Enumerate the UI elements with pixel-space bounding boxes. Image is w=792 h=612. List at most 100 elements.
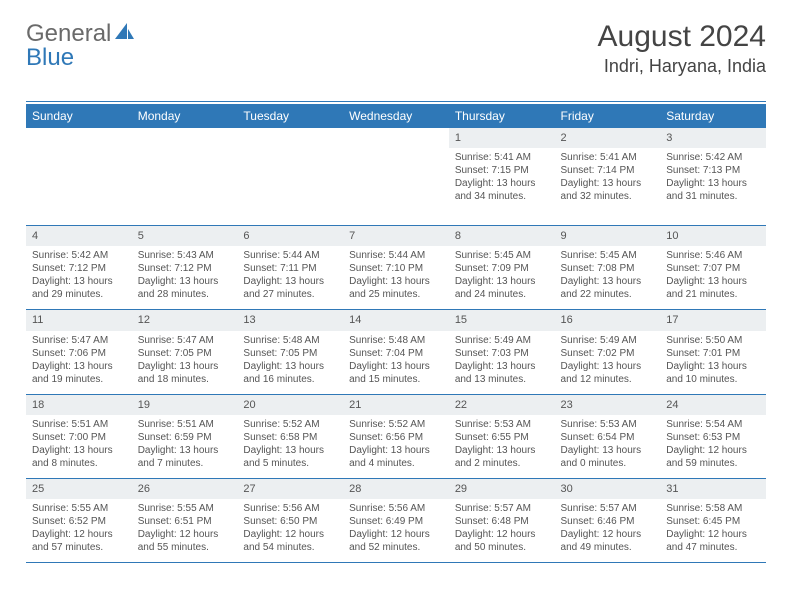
sunrise-text: Sunrise: 5:51 AM xyxy=(32,418,126,431)
daylight-text-1: Daylight: 13 hours xyxy=(349,275,443,288)
calendar-page: General August 2024 Indri, Haryana, Indi… xyxy=(0,0,792,583)
daylight-text-1: Daylight: 13 hours xyxy=(349,444,443,457)
sunset-text: Sunset: 6:46 PM xyxy=(561,515,655,528)
sunrise-text: Sunrise: 5:52 AM xyxy=(243,418,337,431)
day-number: 19 xyxy=(132,395,238,415)
day-details: Sunrise: 5:44 AMSunset: 7:11 PMDaylight:… xyxy=(237,246,343,309)
daylight-text-2: and 34 minutes. xyxy=(455,190,549,203)
daylight-text-2: and 49 minutes. xyxy=(561,541,655,554)
day-header-tue: Tuesday xyxy=(237,104,343,128)
daylight-text-1: Daylight: 13 hours xyxy=(561,444,655,457)
header-right: August 2024 Indri, Haryana, India xyxy=(598,20,766,77)
daylight-text-2: and 28 minutes. xyxy=(138,288,232,301)
calendar-cell: 2Sunrise: 5:41 AMSunset: 7:14 PMDaylight… xyxy=(555,128,661,226)
day-number: 23 xyxy=(555,395,661,415)
calendar-cell xyxy=(26,128,132,226)
daylight-text-1: Daylight: 13 hours xyxy=(138,275,232,288)
sunset-text: Sunset: 7:02 PM xyxy=(561,347,655,360)
daylight-text-1: Daylight: 13 hours xyxy=(666,360,760,373)
sunrise-text: Sunrise: 5:49 AM xyxy=(561,334,655,347)
daylight-text-1: Daylight: 12 hours xyxy=(243,528,337,541)
day-details: Sunrise: 5:49 AMSunset: 7:02 PMDaylight:… xyxy=(555,331,661,394)
sunset-text: Sunset: 7:00 PM xyxy=(32,431,126,444)
daylight-text-1: Daylight: 13 hours xyxy=(243,360,337,373)
calendar-cell: 20Sunrise: 5:52 AMSunset: 6:58 PMDayligh… xyxy=(237,394,343,478)
daylight-text-2: and 0 minutes. xyxy=(561,457,655,470)
sunrise-text: Sunrise: 5:53 AM xyxy=(561,418,655,431)
day-details: Sunrise: 5:51 AMSunset: 6:59 PMDaylight:… xyxy=(132,415,238,478)
day-number: 29 xyxy=(449,479,555,499)
sunrise-text: Sunrise: 5:44 AM xyxy=(243,249,337,262)
day-details: Sunrise: 5:42 AMSunset: 7:12 PMDaylight:… xyxy=(26,246,132,309)
day-details: Sunrise: 5:56 AMSunset: 6:49 PMDaylight:… xyxy=(343,499,449,562)
calendar-cell xyxy=(343,128,449,226)
sunrise-text: Sunrise: 5:41 AM xyxy=(561,151,655,164)
daylight-text-2: and 31 minutes. xyxy=(666,190,760,203)
sunset-text: Sunset: 7:06 PM xyxy=(32,347,126,360)
sunset-text: Sunset: 7:05 PM xyxy=(138,347,232,360)
sunrise-text: Sunrise: 5:42 AM xyxy=(32,249,126,262)
day-header-mon: Monday xyxy=(132,104,238,128)
daylight-text-1: Daylight: 12 hours xyxy=(455,528,549,541)
calendar-week-row: 4Sunrise: 5:42 AMSunset: 7:12 PMDaylight… xyxy=(26,226,766,310)
calendar-cell: 16Sunrise: 5:49 AMSunset: 7:02 PMDayligh… xyxy=(555,310,661,394)
daylight-text-2: and 52 minutes. xyxy=(349,541,443,554)
daylight-text-1: Daylight: 13 hours xyxy=(455,360,549,373)
sunrise-text: Sunrise: 5:56 AM xyxy=(243,502,337,515)
daylight-text-2: and 8 minutes. xyxy=(32,457,126,470)
day-number: 21 xyxy=(343,395,449,415)
day-details: Sunrise: 5:47 AMSunset: 7:06 PMDaylight:… xyxy=(26,331,132,394)
day-details: Sunrise: 5:45 AMSunset: 7:08 PMDaylight:… xyxy=(555,246,661,309)
daylight-text-1: Daylight: 13 hours xyxy=(561,275,655,288)
sunrise-text: Sunrise: 5:46 AM xyxy=(666,249,760,262)
sunset-text: Sunset: 6:50 PM xyxy=(243,515,337,528)
sunrise-text: Sunrise: 5:49 AM xyxy=(455,334,549,347)
location-title: Indri, Haryana, India xyxy=(598,56,766,77)
daylight-text-1: Daylight: 13 hours xyxy=(455,444,549,457)
daylight-text-1: Daylight: 13 hours xyxy=(243,444,337,457)
day-details: Sunrise: 5:57 AMSunset: 6:48 PMDaylight:… xyxy=(449,499,555,562)
daylight-text-2: and 12 minutes. xyxy=(561,373,655,386)
calendar-cell: 24Sunrise: 5:54 AMSunset: 6:53 PMDayligh… xyxy=(660,394,766,478)
calendar-cell: 25Sunrise: 5:55 AMSunset: 6:52 PMDayligh… xyxy=(26,478,132,562)
sunrise-text: Sunrise: 5:47 AM xyxy=(138,334,232,347)
sunrise-text: Sunrise: 5:55 AM xyxy=(32,502,126,515)
logo-word-blue-wrap: Blue xyxy=(26,44,74,72)
day-details: Sunrise: 5:57 AMSunset: 6:46 PMDaylight:… xyxy=(555,499,661,562)
sunrise-text: Sunrise: 5:41 AM xyxy=(455,151,549,164)
sunset-text: Sunset: 6:58 PM xyxy=(243,431,337,444)
day-details: Sunrise: 5:51 AMSunset: 7:00 PMDaylight:… xyxy=(26,415,132,478)
day-number: 4 xyxy=(26,226,132,246)
daylight-text-2: and 5 minutes. xyxy=(243,457,337,470)
calendar-cell: 19Sunrise: 5:51 AMSunset: 6:59 PMDayligh… xyxy=(132,394,238,478)
daylight-text-1: Daylight: 12 hours xyxy=(138,528,232,541)
calendar-cell: 9Sunrise: 5:45 AMSunset: 7:08 PMDaylight… xyxy=(555,226,661,310)
header-rule xyxy=(26,101,766,102)
daylight-text-2: and 15 minutes. xyxy=(349,373,443,386)
sunset-text: Sunset: 6:48 PM xyxy=(455,515,549,528)
sunrise-text: Sunrise: 5:45 AM xyxy=(455,249,549,262)
daylight-text-1: Daylight: 12 hours xyxy=(349,528,443,541)
calendar-cell: 7Sunrise: 5:44 AMSunset: 7:10 PMDaylight… xyxy=(343,226,449,310)
day-number: 9 xyxy=(555,226,661,246)
calendar-cell: 27Sunrise: 5:56 AMSunset: 6:50 PMDayligh… xyxy=(237,478,343,562)
day-details: Sunrise: 5:47 AMSunset: 7:05 PMDaylight:… xyxy=(132,331,238,394)
daylight-text-1: Daylight: 13 hours xyxy=(138,444,232,457)
day-details: Sunrise: 5:43 AMSunset: 7:12 PMDaylight:… xyxy=(132,246,238,309)
day-header-fri: Friday xyxy=(555,104,661,128)
day-details: Sunrise: 5:55 AMSunset: 6:52 PMDaylight:… xyxy=(26,499,132,562)
daylight-text-2: and 50 minutes. xyxy=(455,541,549,554)
sunrise-text: Sunrise: 5:48 AM xyxy=(349,334,443,347)
daylight-text-2: and 4 minutes. xyxy=(349,457,443,470)
sunset-text: Sunset: 7:01 PM xyxy=(666,347,760,360)
daylight-text-2: and 18 minutes. xyxy=(138,373,232,386)
sunset-text: Sunset: 7:05 PM xyxy=(243,347,337,360)
calendar-body: 1Sunrise: 5:41 AMSunset: 7:15 PMDaylight… xyxy=(26,128,766,563)
daylight-text-2: and 29 minutes. xyxy=(32,288,126,301)
sunrise-text: Sunrise: 5:53 AM xyxy=(455,418,549,431)
daylight-text-2: and 59 minutes. xyxy=(666,457,760,470)
calendar-cell: 21Sunrise: 5:52 AMSunset: 6:56 PMDayligh… xyxy=(343,394,449,478)
month-title: August 2024 xyxy=(598,20,766,54)
sunset-text: Sunset: 7:12 PM xyxy=(138,262,232,275)
sunrise-text: Sunrise: 5:57 AM xyxy=(561,502,655,515)
